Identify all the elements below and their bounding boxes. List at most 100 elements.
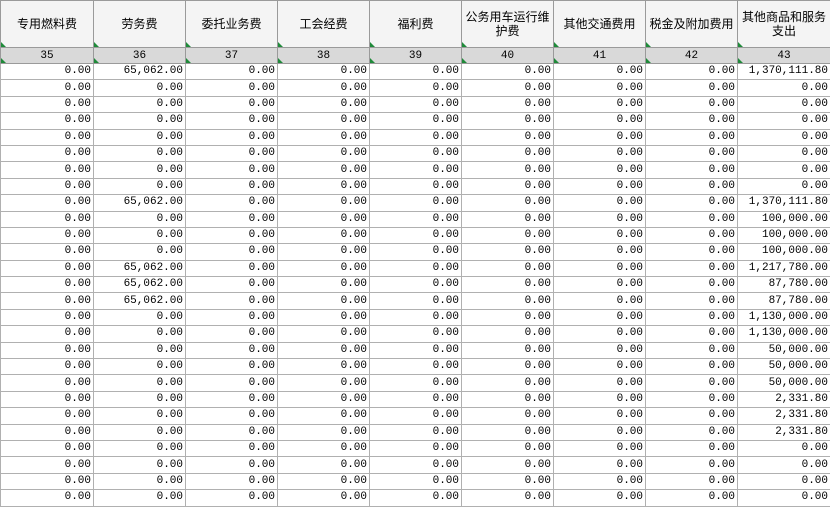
data-cell[interactable]: 0.00 bbox=[645, 226, 738, 245]
data-cell[interactable]: 0.00 bbox=[185, 194, 278, 212]
data-cell[interactable]: 0.00 bbox=[93, 439, 186, 458]
data-cell[interactable]: 0.00 bbox=[645, 112, 738, 130]
data-cell[interactable]: 0.00 bbox=[277, 358, 370, 376]
data-cell[interactable]: 0.00 bbox=[369, 243, 462, 261]
data-cell[interactable]: 0.00 bbox=[0, 456, 94, 474]
data-cell[interactable]: 0.00 bbox=[185, 374, 278, 392]
data-cell[interactable]: 0.00 bbox=[0, 374, 94, 392]
data-cell[interactable]: 0.00 bbox=[737, 489, 830, 507]
data-cell[interactable]: 0.00 bbox=[277, 210, 370, 228]
column-number-cell[interactable]: 36 bbox=[93, 47, 186, 64]
data-cell[interactable]: 0.00 bbox=[185, 128, 278, 146]
data-cell[interactable]: 0.00 bbox=[645, 177, 738, 196]
data-cell[interactable]: 0.00 bbox=[645, 358, 738, 376]
data-cell[interactable]: 0.00 bbox=[277, 374, 370, 392]
data-cell[interactable]: 0.00 bbox=[461, 177, 554, 196]
data-cell[interactable]: 0.00 bbox=[553, 341, 646, 360]
data-cell[interactable]: 0.00 bbox=[553, 210, 646, 228]
column-number-cell[interactable]: 39 bbox=[369, 47, 462, 64]
data-cell[interactable]: 0.00 bbox=[277, 144, 370, 163]
data-cell[interactable]: 0.00 bbox=[369, 210, 462, 228]
data-cell[interactable]: 0.00 bbox=[461, 243, 554, 261]
data-cell[interactable]: 0.00 bbox=[461, 423, 554, 441]
data-cell[interactable]: 0.00 bbox=[185, 210, 278, 228]
data-cell[interactable]: 0.00 bbox=[0, 308, 94, 327]
data-cell[interactable]: 0.00 bbox=[369, 112, 462, 130]
data-cell[interactable]: 0.00 bbox=[369, 79, 462, 97]
data-cell[interactable]: 0.00 bbox=[645, 144, 738, 163]
data-cell[interactable]: 0.00 bbox=[277, 161, 370, 179]
data-cell[interactable]: 100,000.00 bbox=[737, 210, 830, 228]
data-cell[interactable]: 0.00 bbox=[553, 325, 646, 343]
data-cell[interactable]: 0.00 bbox=[369, 144, 462, 163]
data-cell[interactable]: 0.00 bbox=[369, 276, 462, 294]
data-cell[interactable]: 0.00 bbox=[553, 439, 646, 458]
data-cell[interactable]: 0.00 bbox=[369, 308, 462, 327]
data-cell[interactable]: 0.00 bbox=[553, 472, 646, 491]
data-cell[interactable]: 0.00 bbox=[737, 439, 830, 458]
data-cell[interactable]: 0.00 bbox=[93, 456, 186, 474]
data-cell[interactable]: 0.00 bbox=[93, 128, 186, 146]
data-cell[interactable]: 0.00 bbox=[461, 407, 554, 425]
data-cell[interactable]: 0.00 bbox=[461, 194, 554, 212]
data-cell[interactable]: 0.00 bbox=[277, 62, 370, 81]
data-cell[interactable]: 0.00 bbox=[185, 226, 278, 245]
data-cell[interactable]: 0.00 bbox=[277, 341, 370, 360]
data-cell[interactable]: 0.00 bbox=[369, 259, 462, 278]
data-cell[interactable]: 100,000.00 bbox=[737, 226, 830, 245]
data-cell[interactable]: 0.00 bbox=[93, 79, 186, 97]
data-cell[interactable]: 0.00 bbox=[645, 439, 738, 458]
data-cell[interactable]: 0.00 bbox=[0, 259, 94, 278]
data-cell[interactable]: 0.00 bbox=[645, 95, 738, 114]
data-cell[interactable]: 0.00 bbox=[185, 177, 278, 196]
data-cell[interactable]: 0.00 bbox=[277, 489, 370, 507]
data-cell[interactable]: 0.00 bbox=[277, 390, 370, 409]
data-cell[interactable]: 0.00 bbox=[185, 423, 278, 441]
data-cell[interactable]: 0.00 bbox=[553, 407, 646, 425]
data-cell[interactable]: 0.00 bbox=[461, 308, 554, 327]
data-cell[interactable]: 0.00 bbox=[553, 226, 646, 245]
column-number-cell[interactable]: 37 bbox=[185, 47, 278, 64]
data-cell[interactable]: 0.00 bbox=[93, 226, 186, 245]
data-cell[interactable]: 0.00 bbox=[553, 374, 646, 392]
data-cell[interactable]: 65,062.00 bbox=[93, 276, 186, 294]
data-cell[interactable]: 2,331.80 bbox=[737, 423, 830, 441]
data-cell[interactable]: 0.00 bbox=[277, 472, 370, 491]
data-cell[interactable]: 0.00 bbox=[185, 341, 278, 360]
data-cell[interactable]: 0.00 bbox=[645, 194, 738, 212]
data-cell[interactable]: 0.00 bbox=[277, 292, 370, 310]
data-cell[interactable]: 0.00 bbox=[0, 423, 94, 441]
data-cell[interactable]: 0.00 bbox=[0, 144, 94, 163]
data-cell[interactable]: 0.00 bbox=[369, 472, 462, 491]
data-cell[interactable]: 0.00 bbox=[277, 177, 370, 196]
data-cell[interactable]: 0.00 bbox=[461, 79, 554, 97]
data-cell[interactable]: 0.00 bbox=[369, 489, 462, 507]
data-cell[interactable]: 0.00 bbox=[553, 259, 646, 278]
data-cell[interactable]: 0.00 bbox=[553, 194, 646, 212]
data-cell[interactable]: 0.00 bbox=[553, 243, 646, 261]
data-cell[interactable]: 0.00 bbox=[277, 407, 370, 425]
data-cell[interactable]: 0.00 bbox=[277, 79, 370, 97]
data-cell[interactable]: 0.00 bbox=[185, 292, 278, 310]
data-cell[interactable]: 0.00 bbox=[93, 423, 186, 441]
data-cell[interactable]: 0.00 bbox=[369, 390, 462, 409]
data-cell[interactable]: 0.00 bbox=[369, 95, 462, 114]
data-cell[interactable]: 0.00 bbox=[0, 489, 94, 507]
data-cell[interactable]: 0.00 bbox=[0, 325, 94, 343]
data-cell[interactable]: 100,000.00 bbox=[737, 243, 830, 261]
column-number-cell[interactable]: 40 bbox=[461, 47, 554, 64]
header-cell[interactable]: 工会经费 bbox=[277, 0, 370, 48]
data-cell[interactable]: 0.00 bbox=[369, 62, 462, 81]
header-cell[interactable]: 福利费 bbox=[369, 0, 462, 48]
data-cell[interactable]: 0.00 bbox=[185, 407, 278, 425]
data-cell[interactable]: 0.00 bbox=[553, 292, 646, 310]
data-cell[interactable]: 0.00 bbox=[737, 472, 830, 491]
data-cell[interactable]: 0.00 bbox=[0, 112, 94, 130]
data-cell[interactable]: 0.00 bbox=[645, 79, 738, 97]
data-cell[interactable]: 0.00 bbox=[93, 210, 186, 228]
data-cell[interactable]: 0.00 bbox=[0, 276, 94, 294]
data-cell[interactable]: 0.00 bbox=[461, 128, 554, 146]
data-cell[interactable]: 0.00 bbox=[645, 128, 738, 146]
data-cell[interactable]: 0.00 bbox=[93, 390, 186, 409]
data-cell[interactable]: 0.00 bbox=[93, 243, 186, 261]
